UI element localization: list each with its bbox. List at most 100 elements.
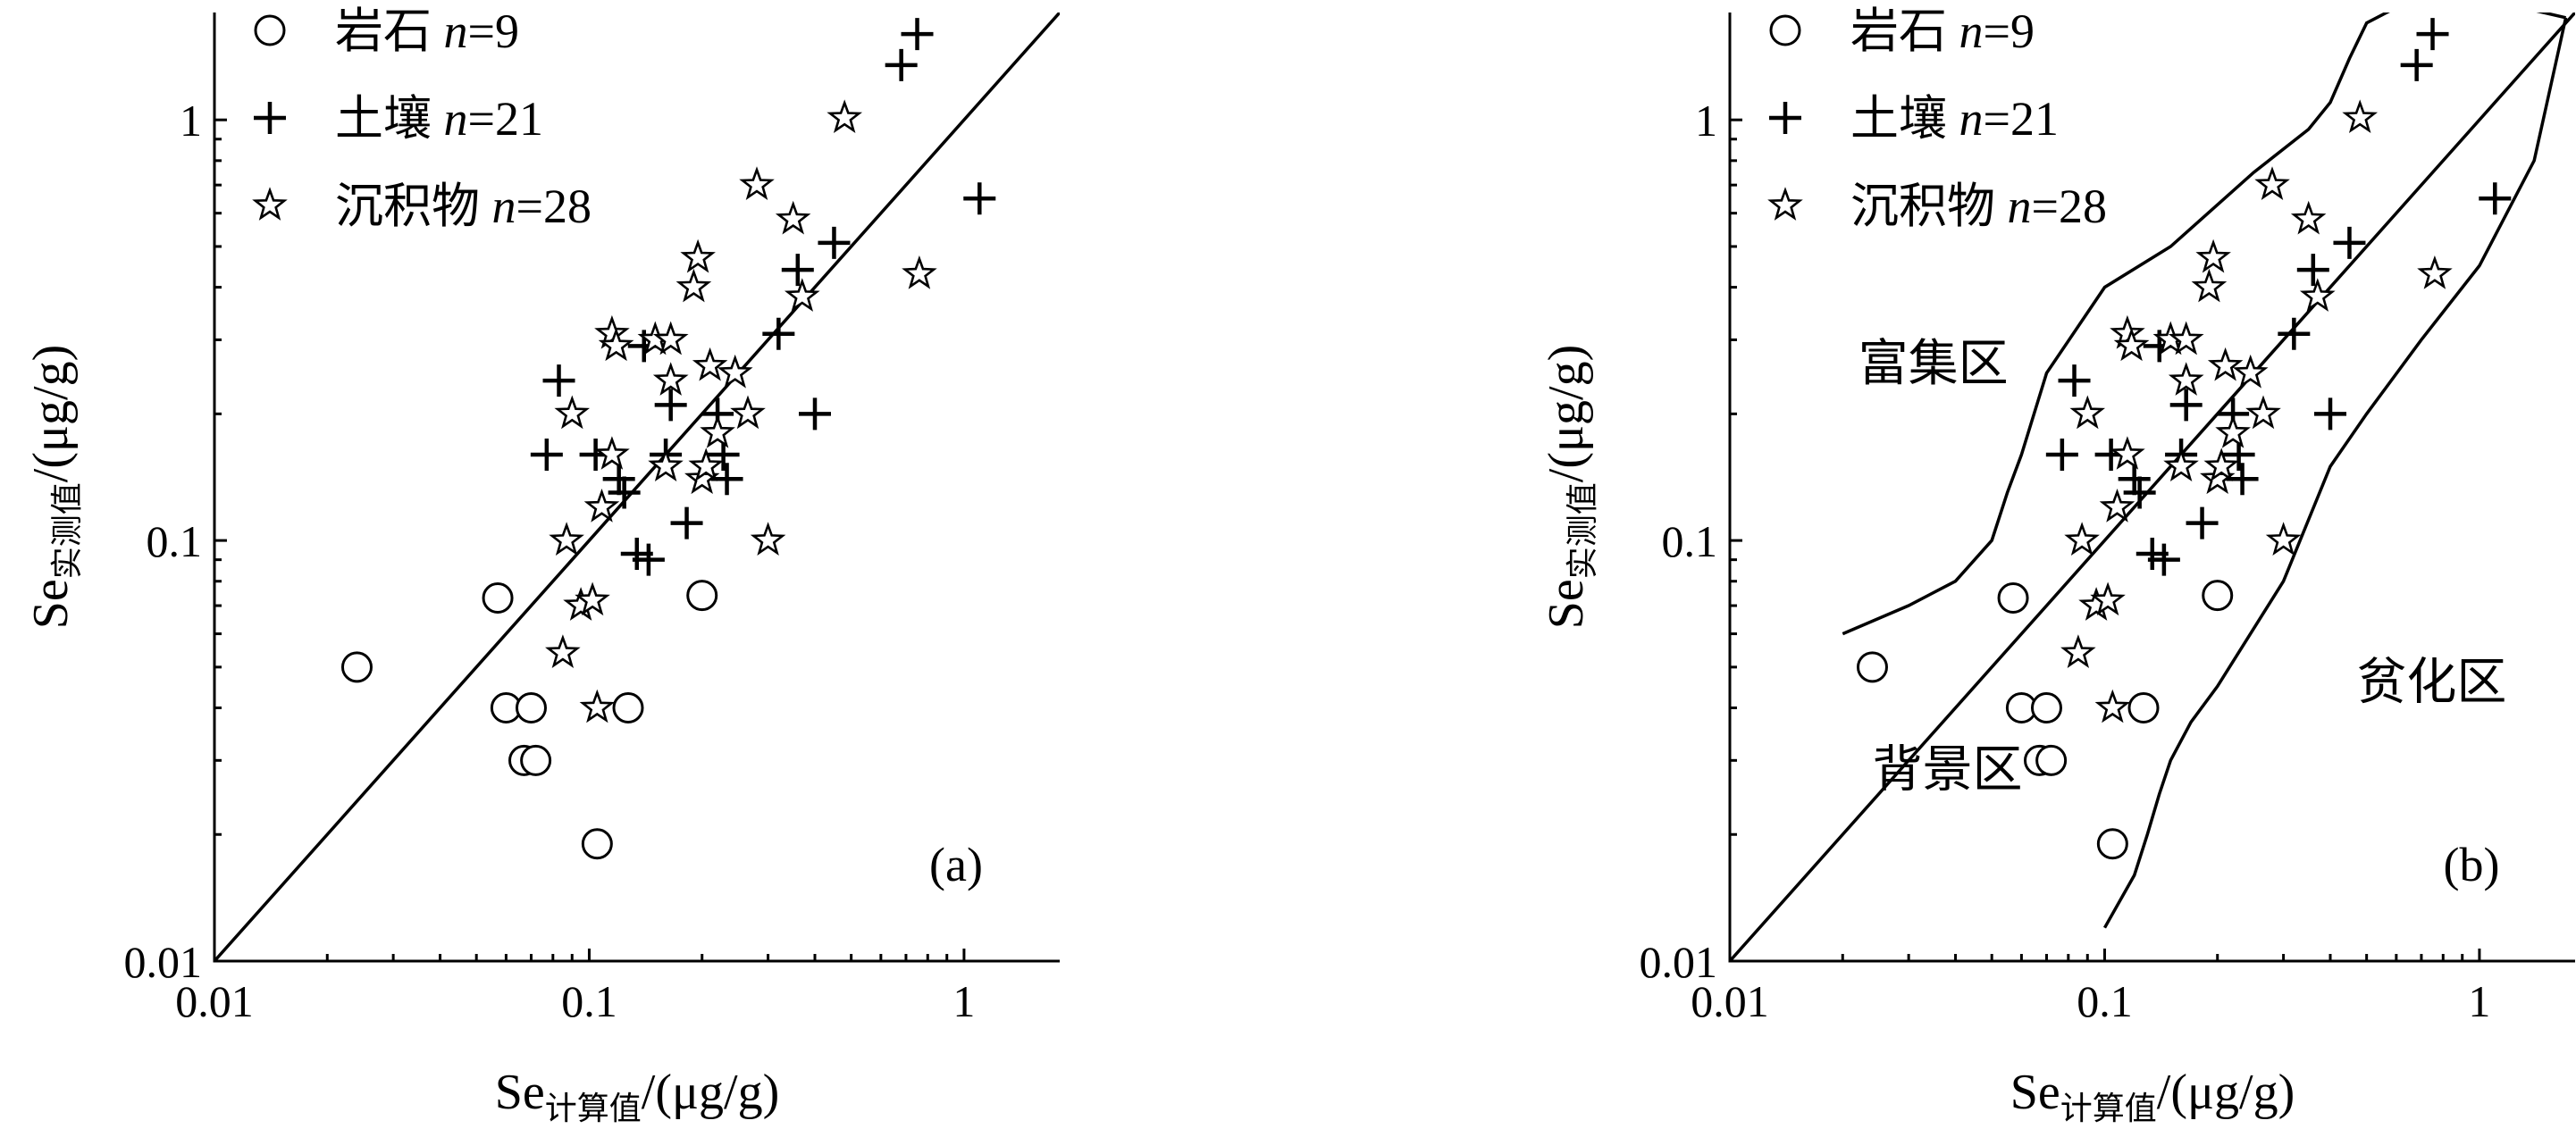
boundary-lower [2102, 17, 2568, 929]
data-point-star [2099, 488, 2135, 523]
series-star [2060, 99, 2453, 723]
data-point-plus [2123, 476, 2156, 509]
data-point-plus [799, 397, 832, 431]
legend-series-name: 沉积物 [1850, 180, 2008, 233]
y-tick-label: 1 [1695, 96, 1717, 146]
data-point-plus [2278, 317, 2311, 350]
data-point-plus [2147, 543, 2180, 576]
data-point-plus [670, 506, 703, 539]
series-star [545, 99, 937, 723]
legend-entry: 土壤 n=21 [1850, 92, 2059, 146]
x-axis-title-sub: 计算值 [2060, 1091, 2157, 1126]
data-point-star [549, 522, 584, 556]
legend: 岩石 n=9 土壤 n=21 沉积物 n =28 [1767, 4, 2107, 233]
data-point-plus [885, 48, 918, 81]
data-point-star [675, 268, 712, 303]
data-point-plus [963, 182, 996, 215]
x-axis-title-main: Se [2010, 1065, 2060, 1120]
data-point-star [692, 347, 728, 381]
data-point-star [598, 327, 634, 362]
data-point-plus [2169, 389, 2203, 422]
data-point-plus [781, 254, 814, 287]
legend-series-name: 土壤 [1850, 92, 1959, 146]
legend-entry: 沉积物 n=28 [335, 180, 592, 233]
data-point-star [2207, 347, 2244, 381]
legend-n-value: =9 [1984, 4, 2035, 58]
data-point-circle [2127, 691, 2160, 723]
legend-entry: 岩石 n=9 [1850, 4, 2035, 58]
x-axis-title-unit: /(μg/g) [2157, 1065, 2295, 1120]
region-label: 富集区 [1859, 337, 2009, 392]
plot-area [214, 13, 1060, 961]
legend-marker-plus [1769, 102, 1801, 134]
data-point-star [2168, 362, 2204, 396]
data-point-plus [530, 438, 563, 471]
legend-marker-circle [254, 14, 286, 46]
data-point-star [2060, 634, 2096, 669]
legend-n-value: =28 [2032, 180, 2107, 233]
data-point-star [2342, 99, 2379, 133]
data-point-star [2232, 354, 2269, 389]
x-tick-label: 0.01 [1691, 976, 1769, 1026]
data-point-star [583, 488, 620, 523]
y-axis-title-main: Se [23, 579, 79, 629]
data-point-star [575, 581, 610, 616]
data-point-star [2168, 321, 2204, 355]
legend-n-label: n [1959, 92, 1984, 146]
series-plus [530, 18, 996, 576]
x-tick-label: 0.01 [175, 976, 254, 1026]
one-to-one-line [214, 13, 1060, 961]
data-point-star [680, 238, 716, 273]
data-point-star [2090, 581, 2126, 616]
legend-series-name: 岩石 [1850, 4, 1959, 58]
plot-area [1730, 13, 2575, 961]
data-point-circle [482, 581, 514, 614]
data-point-plus [2058, 364, 2091, 397]
y-axis-title: Se实测值/(μg/g) [1539, 345, 1600, 629]
data-point-star [2299, 278, 2336, 312]
data-point-circle [340, 651, 373, 683]
data-point-plus [2314, 397, 2346, 431]
data-point-star [2195, 238, 2231, 273]
data-point-star [717, 354, 753, 389]
data-point-star [2094, 689, 2131, 723]
legend-series-name: 土壤 [335, 92, 444, 146]
data-point-star [750, 522, 786, 556]
data-point-star [2064, 522, 2100, 556]
one-to-one-line [1730, 13, 2575, 961]
data-point-star [2191, 268, 2228, 303]
y-tick-label: 0.1 [147, 516, 203, 566]
panel-label: (a) [929, 838, 983, 891]
legend-entry: 土壤 n=21 [335, 92, 543, 146]
data-point-star [902, 255, 937, 289]
y-axis-title-sub: 实测值 [49, 482, 85, 579]
legend-n-value: =21 [468, 92, 543, 146]
data-point-plus [2416, 18, 2449, 51]
x-tick-label: 0.1 [2077, 976, 2133, 1026]
data-point-star [730, 395, 766, 430]
data-point-star [2163, 447, 2199, 481]
y-axis-title-unit: /(μg/g) [23, 345, 79, 482]
region-label: 贫化区 [2356, 656, 2506, 711]
y-tick-label: 0.01 [124, 937, 203, 987]
data-point-plus [2400, 48, 2433, 81]
data-point-circle [581, 828, 613, 860]
data-point-star [700, 414, 735, 448]
data-point-plus [2186, 506, 2219, 539]
legend-n-value: =9 [468, 4, 519, 58]
data-point-plus [608, 476, 641, 509]
legend-n-label: n [444, 4, 468, 58]
data-point-star [739, 166, 775, 201]
data-point-star [775, 200, 811, 235]
legend-series-name: 岩石 [335, 4, 444, 58]
legend-marker-plus [254, 102, 286, 134]
legend-n-value: =28 [516, 180, 592, 233]
data-point-plus [654, 389, 687, 422]
series-plus [2045, 18, 2512, 576]
legend-n-value: =21 [1984, 92, 2059, 146]
chart-panel-a: 0.01 0.1 10.010.11Se计算值/(μg/g)Se实测值/(μg/g)… [23, 4, 1060, 1126]
data-point-star [545, 634, 581, 669]
data-point-plus [632, 543, 665, 576]
legend-entry: 岩石 n=9 [335, 4, 519, 58]
